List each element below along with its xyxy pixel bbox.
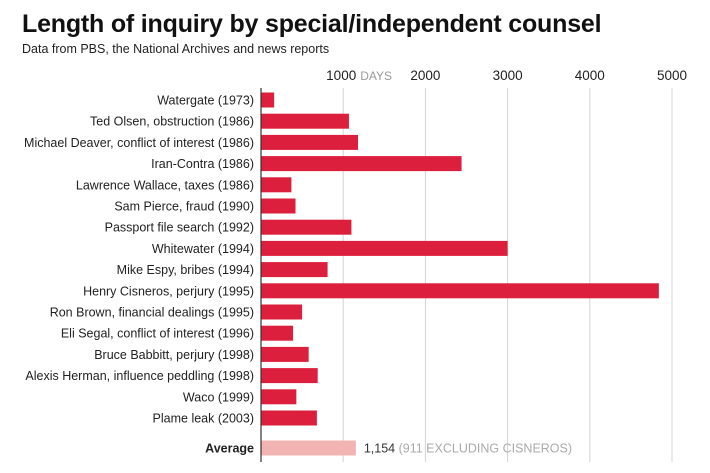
category-label: Lawrence Wallace, taxes (1986) — [76, 178, 254, 192]
average-note: (911 EXCLUDING CISNEROS) — [399, 442, 572, 456]
bar — [261, 134, 358, 150]
x-tick-label-5000: 5000 — [657, 68, 687, 83]
average-value-text: 1,154 (911 EXCLUDING CISNEROS) — [364, 442, 572, 456]
bar — [261, 346, 309, 362]
bar — [261, 198, 296, 214]
category-labels: Watergate (1973) Ted Olsen, obstruction (… — [24, 94, 254, 426]
x-axis-ticks: 1000 DAYS 2000 3000 4000 5000 — [326, 68, 687, 83]
category-label: Ron Brown, financial dealings (1995) — [50, 306, 254, 320]
category-label: Bruce Babbitt, perjury (1998) — [94, 348, 254, 362]
grid-layer — [342, 88, 673, 462]
x-tick-label-1000: 1000 — [326, 68, 356, 83]
category-label: Waco (1999) — [183, 390, 254, 404]
category-label: Iran-Contra (1986) — [151, 157, 254, 171]
bar — [261, 113, 349, 129]
category-label: Alexis Herman, influence peddling (1998) — [25, 369, 254, 383]
average-value: 1,154 — [364, 442, 399, 456]
average-row: Average 1,154 (911 EXCLUDING CISNEROS) — [205, 440, 572, 456]
chart-subtitle: Data from PBS, the National Archives and… — [22, 42, 330, 56]
bar — [261, 410, 317, 426]
chart-title: Length of inquiry by special/independent… — [22, 10, 602, 38]
bar — [261, 156, 462, 172]
bar — [261, 92, 275, 108]
category-label: Mike Espy, bribes (1994) — [117, 263, 254, 277]
x-unit-label: DAYS — [360, 69, 392, 83]
bar — [261, 219, 352, 235]
category-label: Whitewater (1994) — [152, 242, 254, 256]
category-label: Henry Cisneros, perjury (1995) — [83, 284, 254, 298]
x-tick-label-3000: 3000 — [493, 68, 523, 83]
category-label: Watergate (1973) — [157, 94, 254, 108]
category-label: Michael Deaver, conflict of interest (19… — [24, 136, 254, 150]
x-tick-label-2000: 2000 — [410, 68, 440, 83]
bar — [261, 304, 303, 320]
bar — [261, 389, 297, 405]
bar — [261, 177, 292, 193]
bar — [261, 283, 659, 299]
average-bar — [261, 440, 356, 456]
bar — [261, 325, 294, 341]
category-label: Plame leak (2003) — [153, 412, 254, 426]
category-label: Eli Segal, conflict of interest (1996) — [61, 327, 254, 341]
bar — [261, 262, 328, 278]
average-label: Average — [205, 442, 254, 456]
category-label: Passport file search (1992) — [105, 221, 254, 235]
category-label: Sam Pierce, fraud (1990) — [114, 200, 254, 214]
category-label: Ted Olsen, obstruction (1986) — [90, 115, 254, 129]
bar — [261, 368, 318, 384]
bar — [261, 240, 508, 256]
bars — [261, 92, 659, 426]
x-tick-label-4000: 4000 — [575, 68, 605, 83]
